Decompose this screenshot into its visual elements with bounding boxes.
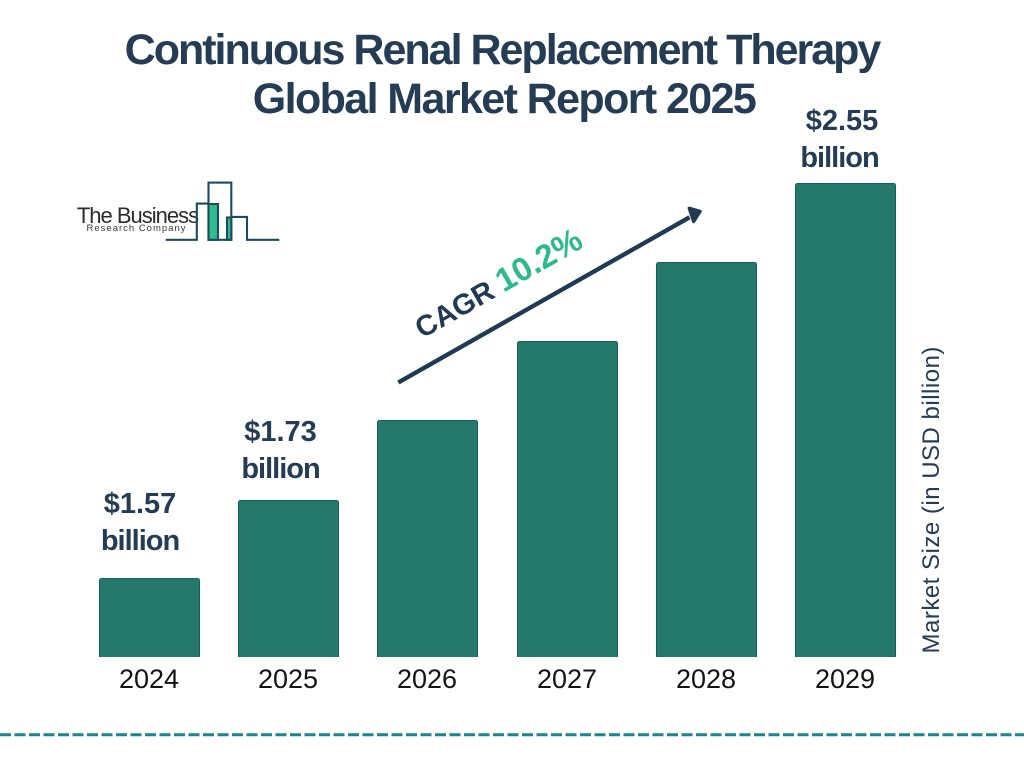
svg-text:Market Size (in USD billion): Market Size (in USD billion): [918, 346, 945, 653]
